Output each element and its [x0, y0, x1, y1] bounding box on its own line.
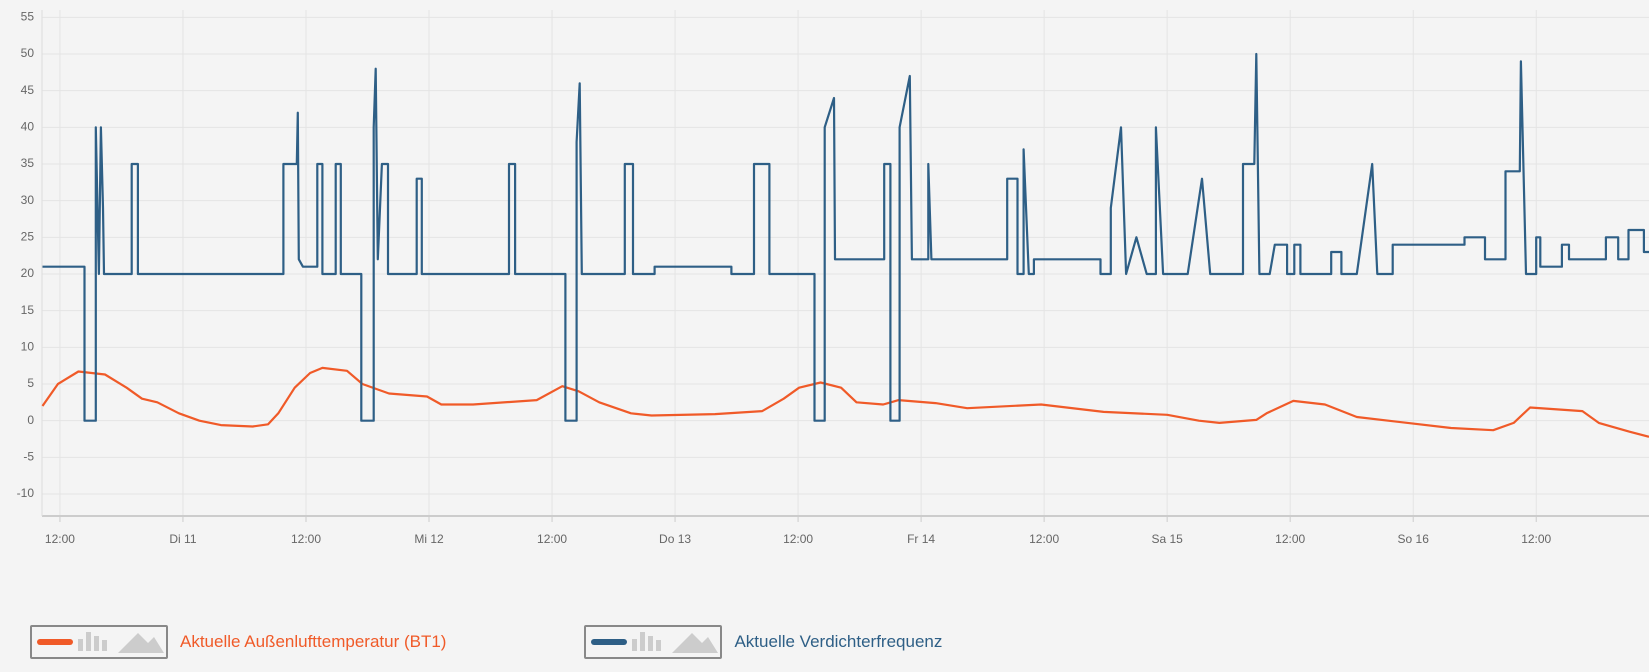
series-line	[41, 366, 1649, 438]
y-tick-label: -5	[23, 450, 34, 464]
y-tick-label: 15	[21, 303, 35, 317]
x-tick-label: 12:00	[1275, 532, 1305, 546]
y-tick-label: 0	[27, 413, 34, 427]
legend-label[interactable]: Aktuelle Außenlufttemperatur (BT1)	[180, 632, 447, 651]
y-tick-label: -10	[17, 486, 35, 500]
icon-bar	[640, 632, 646, 651]
icon-bar	[648, 636, 654, 651]
x-tick-label: Di 11	[169, 532, 196, 546]
legend-toggle[interactable]	[584, 625, 723, 659]
x-tick-label: Do 13	[659, 532, 691, 546]
icon-area	[672, 633, 719, 653]
icon-bar	[656, 640, 662, 651]
x-tick-label: 12:00	[1029, 532, 1059, 546]
y-tick-label: 10	[21, 340, 35, 354]
x-tick-label: Fr 14	[907, 532, 935, 546]
y-tick-label: 55	[21, 10, 35, 24]
icon-bar	[86, 632, 91, 651]
icon-area	[118, 633, 164, 653]
legend-label[interactable]: Aktuelle Verdichterfrequenz	[734, 632, 943, 651]
x-tick-label: 12:00	[537, 532, 567, 546]
legend-item[interactable]: Aktuelle Verdichterfrequenz	[584, 625, 942, 659]
x-tick-label: 12:00	[291, 532, 321, 546]
x-tick-label: 12:00	[1521, 532, 1551, 546]
y-tick-label: 50	[21, 46, 35, 60]
y-tick-label: 30	[21, 193, 35, 207]
y-tick-label: 25	[21, 230, 35, 244]
legend: Aktuelle Außenlufttemperatur (BT1) Aktue…	[30, 625, 942, 659]
x-tick-label: So 16	[1398, 532, 1430, 546]
icon-bar	[632, 639, 638, 651]
x-tick-label: 12:00	[45, 532, 75, 546]
legend-item[interactable]: Aktuelle Außenlufttemperatur (BT1)	[30, 625, 446, 659]
y-tick-label: 35	[21, 156, 35, 170]
chart: -10 -5 0 5 10 15 20 25 30 35 40 45 50 55 12:00 Di 11 12:…	[17, 10, 1649, 546]
x-tick-label: Sa 15	[1151, 532, 1183, 546]
legend-icon	[37, 632, 164, 653]
icon-bar	[78, 639, 83, 651]
legend-icon	[591, 632, 719, 653]
y-tick-label: 5	[27, 376, 34, 390]
series-line	[42, 52, 1649, 422]
icon-bar	[94, 636, 99, 651]
legend-toggle[interactable]	[30, 625, 168, 659]
x-tick-label: 12:00	[783, 532, 813, 546]
y-tick-label: 20	[21, 266, 35, 280]
y-tick-label: 45	[21, 83, 35, 97]
icon-bar	[102, 640, 107, 651]
y-tick-label: 40	[21, 120, 35, 134]
x-tick-label: Mi 12	[414, 532, 444, 546]
